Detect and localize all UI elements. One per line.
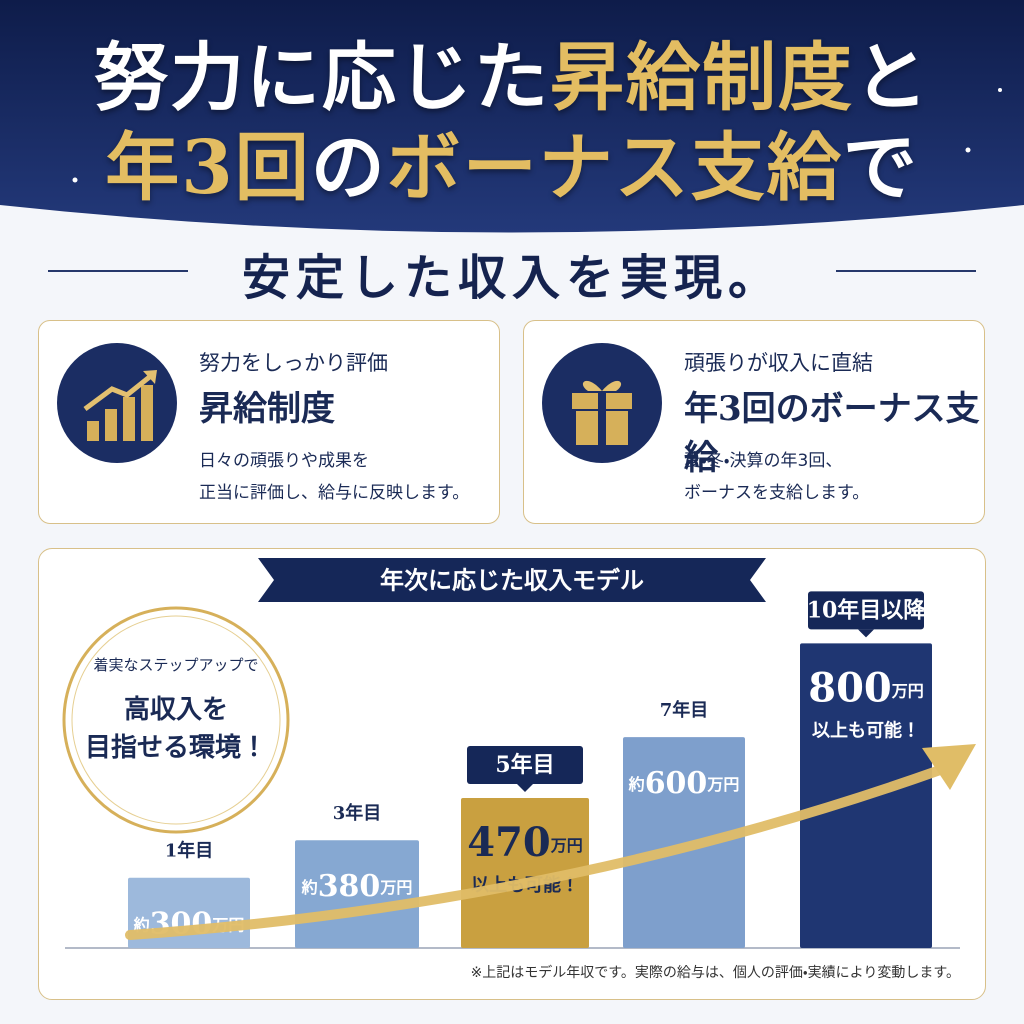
header-bg <box>0 0 1024 233</box>
x-tick-label: 3年目 <box>333 802 382 824</box>
value-unit: 万円 <box>891 681 924 700</box>
x-tick-label: 1年目 <box>165 840 214 862</box>
rule <box>836 270 976 272</box>
sparkle <box>965 147 971 153</box>
title-part: の <box>310 125 387 211</box>
text-line: ボーナスを支給します。 <box>684 483 870 503</box>
arrow-head <box>922 744 976 790</box>
title-part: 努力に応じた <box>94 35 550 121</box>
badge-text: 目指せる環境！ <box>85 733 267 763</box>
card-text: 夏・冬・決算の年3回、ボーナスを支給します。 <box>684 445 869 509</box>
title-part: と <box>854 35 930 121</box>
value-number: 800 <box>808 664 892 711</box>
sparkle <box>998 88 1002 92</box>
card: 努力をしっかり評価 昇給制度 日々の頑張りや成果を正当に評価し、給与に反映します… <box>38 320 500 524</box>
value-number: 600 <box>645 766 708 801</box>
card-tagline: 頑張りが収入に直結 <box>684 351 873 375</box>
value-label: 800万円 <box>808 664 924 711</box>
text-line: 日々の頑張りや成果を <box>199 451 369 471</box>
value-number: 470 <box>467 819 551 866</box>
bar <box>295 840 419 948</box>
value-unit: 万円 <box>706 775 739 794</box>
badge-text: 着実なステップアップで <box>93 656 258 674</box>
value-prefix: 約 <box>301 878 318 897</box>
card-title: 昇給制度 <box>199 389 335 429</box>
rule <box>48 270 188 272</box>
value-unit: 万円 <box>550 836 583 855</box>
header-band <box>0 0 1024 233</box>
card-text: 日々の頑張りや成果を正当に評価し、給与に反映します。 <box>199 445 469 509</box>
bar <box>461 798 589 948</box>
value-note: 以上も可能！ <box>812 719 920 741</box>
title-line-1: 努力に応じた昇給制度と <box>0 18 1024 125</box>
bars: 1年目約300万円3年目約380万円5年目470万円以上も可能！7年目約600万… <box>128 591 932 948</box>
value-label: 470万円 <box>467 819 583 866</box>
x-tick-label: 7年目 <box>660 699 709 721</box>
title-part: ボーナス支給 <box>386 125 843 211</box>
card-tagline: 努力をしっかり評価 <box>199 351 388 375</box>
icon <box>542 343 662 463</box>
chart-icon <box>83 370 157 441</box>
value-label: 約600万円 <box>628 766 740 801</box>
badge-circle <box>62 606 290 834</box>
title-part: 年3回 <box>105 125 311 211</box>
value-prefix: 約 <box>628 775 645 794</box>
card: 頑張りが収入に直結 年3回のボーナス支給 夏・冬・決算の年3回、ボーナスを支給し… <box>523 320 985 524</box>
value-number: 380 <box>318 869 381 904</box>
sparkle <box>72 177 78 183</box>
title-part: で <box>842 125 919 211</box>
x-tick-label: 10年目以降 <box>807 597 927 623</box>
icon <box>57 343 177 463</box>
value-label: 約380万円 <box>301 869 413 904</box>
x-tick-label: 5年目 <box>495 752 554 778</box>
title-line-2: 年3回のボーナス支給で <box>0 108 1024 215</box>
badge-pointer <box>858 629 874 638</box>
gift-icon <box>572 380 632 445</box>
card-title: 年3回のボーナス支給 <box>684 389 980 478</box>
chart-title: 年次に応じた収入モデル <box>380 566 644 595</box>
badge-text: 高収入を <box>124 695 228 725</box>
category-badge <box>467 746 583 785</box>
badge-pointer <box>517 784 533 793</box>
title-part: 昇給制度 <box>550 35 854 121</box>
text-line: 正当に評価し、給与に反映します。 <box>199 483 470 503</box>
text-line: 夏・冬・決算の年3回、 <box>684 451 843 471</box>
footnote: ※上記はモデル年収です。実際の給与は、個人の評価・実績により変動します。 <box>470 965 960 981</box>
value-unit: 万円 <box>379 878 412 897</box>
subtitle: 安定した収入を実現。 <box>241 250 782 306</box>
growth-arrow <box>125 765 945 940</box>
chart-banner <box>258 558 766 602</box>
badge-ring <box>71 615 281 825</box>
category-badge <box>808 591 924 630</box>
